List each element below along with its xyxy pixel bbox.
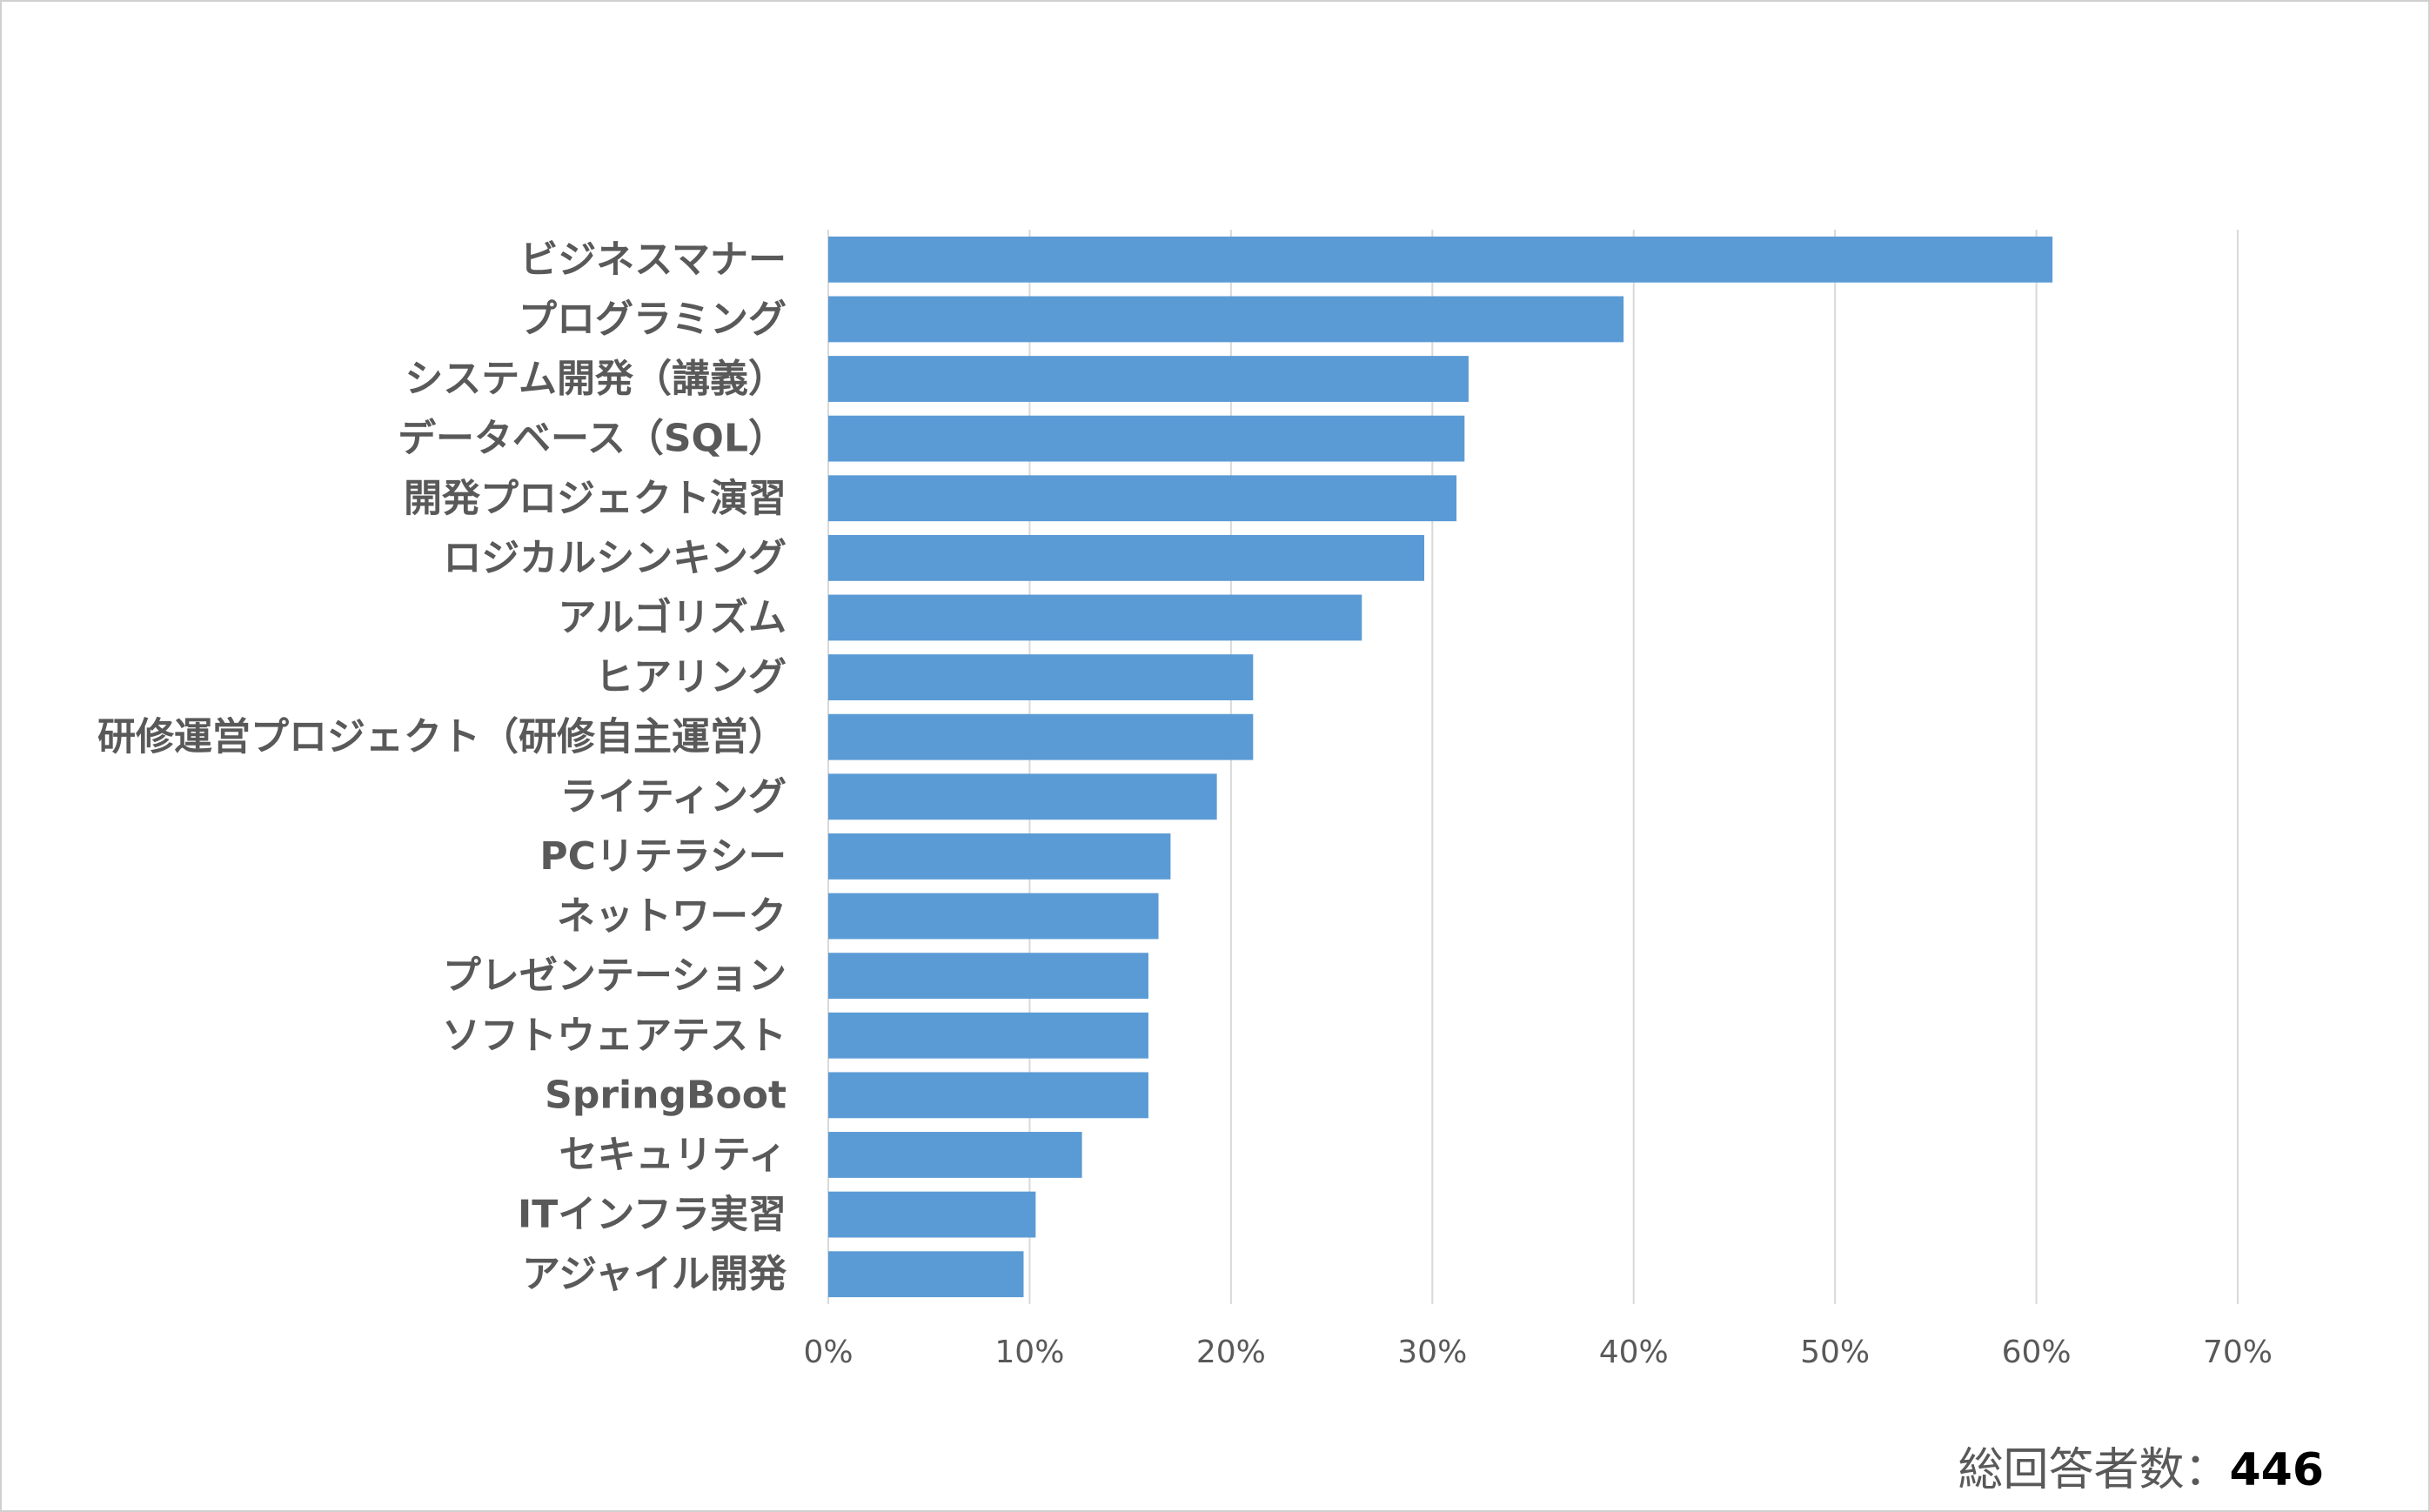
category-label: プレゼンテーション [443,953,787,998]
bar [828,1132,1082,1178]
respondent-count-label: 総回答者数： [1958,1444,2230,1496]
category-label: データベース（SQL） [398,417,787,461]
category-label: システム開発（講義） [405,357,787,401]
bar [828,356,1469,402]
bar [828,713,1254,760]
category-label: セキュリティ [559,1133,787,1177]
category-label: ライティング [560,774,787,819]
bar [828,1251,1024,1298]
bar [828,296,1624,343]
bar [828,594,1362,641]
bar [828,534,1425,581]
category-label: アルゴリズム [558,595,787,639]
bar [828,415,1465,462]
category-label: ソフトウェアテスト [442,1014,787,1058]
x-tick-label: 60% [2002,1335,2072,1370]
x-tick-label: 40% [1599,1335,1669,1370]
category-label: ビジネスマナー [519,238,787,282]
category-label: ITインフラ実習 [518,1193,787,1237]
bar [828,1072,1148,1119]
respondent-count-value: 446 [2229,1444,2324,1496]
bar [828,475,1457,522]
x-tick-label: 30% [1397,1335,1467,1370]
category-label: ネットワーク [557,894,787,939]
x-tick-label: 20% [1196,1335,1266,1370]
x-tick-label: 0% [803,1335,853,1370]
x-tick-label: 50% [1800,1335,1870,1370]
category-label: アジャイル開発 [522,1252,787,1296]
category-label: 開発プロジェクト演習 [404,476,787,520]
bar [828,773,1217,820]
x-tick-label: 10% [994,1335,1064,1370]
category-label: ロジカルシンキング [443,536,787,580]
bar [828,236,2053,283]
bar [828,833,1171,880]
bar [828,1012,1148,1059]
category-label: PCリテラシー [539,834,787,879]
x-axis-tick-labels: 0% 10% 20% 30% 40% 50% 60% 70% [803,1335,2273,1370]
bar [828,893,1159,940]
category-label: ヒアリング [595,655,787,699]
bar [828,654,1254,700]
gridlines [827,230,2239,1304]
category-label: 研修運営プロジェクト（研修自主運営） [97,715,787,759]
category-label: プログラミング [519,297,787,341]
respondent-count: 総回答者数：446 [1958,1433,2324,1498]
bar [828,953,1148,1000]
x-tick-label: 70% [2203,1335,2273,1370]
bar [828,1191,1036,1238]
bars [828,236,2053,1298]
category-label: SpringBoot [545,1073,787,1117]
